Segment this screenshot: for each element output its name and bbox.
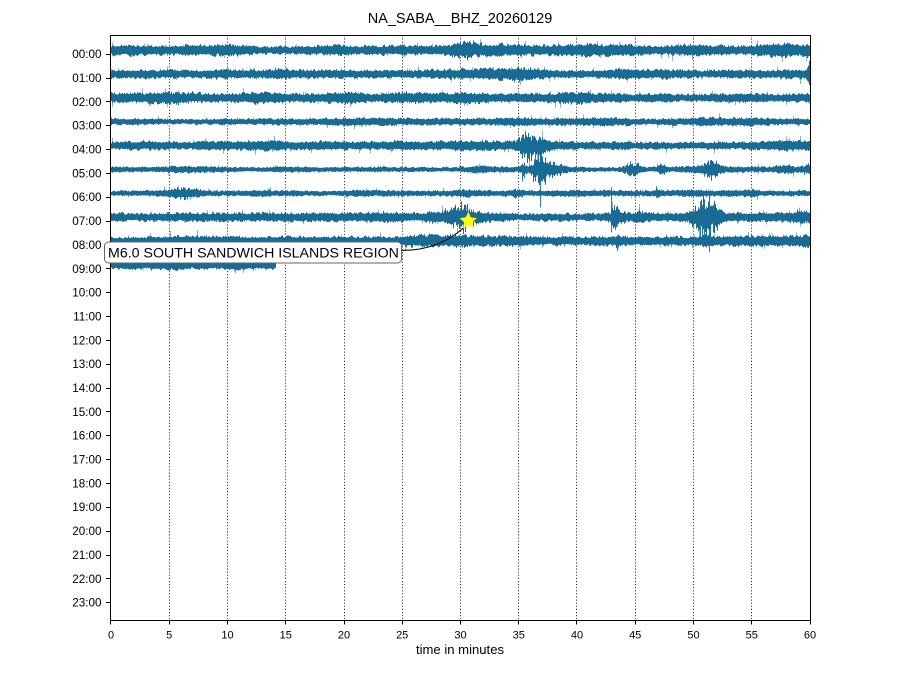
svg-text:22:00: 22:00 xyxy=(72,573,102,586)
svg-text:40: 40 xyxy=(571,630,583,642)
svg-text:45: 45 xyxy=(629,630,641,642)
svg-text:60: 60 xyxy=(804,630,816,642)
svg-text:07:00: 07:00 xyxy=(72,215,102,228)
svg-text:time in minutes: time in minutes xyxy=(416,642,505,657)
svg-text:23:00: 23:00 xyxy=(72,597,102,610)
svg-text:19:00: 19:00 xyxy=(72,501,102,514)
svg-text:11:00: 11:00 xyxy=(73,310,102,323)
svg-text:NA_SABA__BHZ_20260129: NA_SABA__BHZ_20260129 xyxy=(368,11,553,27)
svg-text:21:00: 21:00 xyxy=(72,549,102,562)
svg-text:5: 5 xyxy=(166,630,172,642)
svg-text:12:00: 12:00 xyxy=(72,334,102,347)
svg-text:05:00: 05:00 xyxy=(72,167,102,180)
svg-text:35: 35 xyxy=(513,630,525,642)
svg-text:20: 20 xyxy=(338,630,350,642)
svg-text:30: 30 xyxy=(454,630,466,642)
svg-text:25: 25 xyxy=(396,630,408,642)
svg-text:02:00: 02:00 xyxy=(72,96,102,109)
svg-text:10: 10 xyxy=(221,630,233,642)
svg-text:08:00: 08:00 xyxy=(72,239,102,252)
svg-text:17:00: 17:00 xyxy=(72,454,102,467)
svg-text:16:00: 16:00 xyxy=(72,430,102,443)
svg-text:06:00: 06:00 xyxy=(72,191,102,204)
svg-text:55: 55 xyxy=(746,630,758,642)
svg-text:0: 0 xyxy=(108,630,114,642)
svg-text:09:00: 09:00 xyxy=(72,263,102,276)
svg-text:18:00: 18:00 xyxy=(72,477,102,490)
svg-text:14:00: 14:00 xyxy=(72,382,102,395)
svg-text:15:00: 15:00 xyxy=(72,406,102,419)
svg-text:04:00: 04:00 xyxy=(72,144,102,157)
svg-text:01:00: 01:00 xyxy=(72,72,102,85)
svg-text:50: 50 xyxy=(687,630,699,642)
svg-text:00:00: 00:00 xyxy=(72,48,102,61)
svg-text:10:00: 10:00 xyxy=(72,287,102,300)
svg-text:M6.0 SOUTH SANDWICH ISLANDS RE: M6.0 SOUTH SANDWICH ISLANDS REGION xyxy=(108,246,399,262)
svg-text:15: 15 xyxy=(280,630,292,642)
svg-text:13:00: 13:00 xyxy=(72,358,102,371)
svg-text:20:00: 20:00 xyxy=(72,525,102,538)
svg-text:03:00: 03:00 xyxy=(72,120,102,133)
